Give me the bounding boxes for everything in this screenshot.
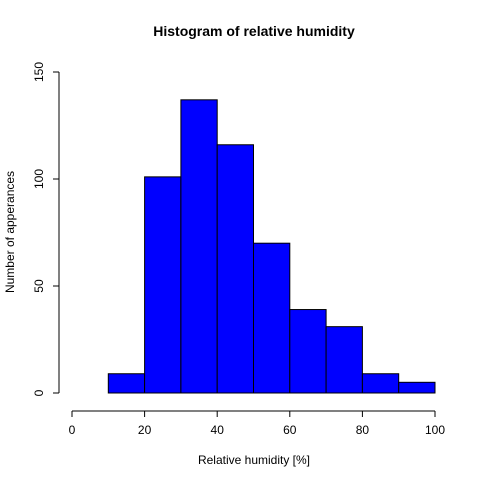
histogram-bar xyxy=(253,242,291,394)
x-tick-label: 20 xyxy=(138,423,152,437)
x-tick-label: 60 xyxy=(283,423,297,437)
histogram-bar xyxy=(180,99,218,394)
y-tick-label: 50 xyxy=(32,279,46,293)
histogram-bar xyxy=(289,309,327,394)
y-tick-label: 150 xyxy=(32,62,46,82)
y-axis-label: Number of apperances xyxy=(3,171,17,293)
histogram-bar xyxy=(216,144,254,394)
y-axis: 0 50 100 150 xyxy=(32,62,60,396)
x-tick-label: 0 xyxy=(69,423,76,437)
y-tick-label: 0 xyxy=(32,389,46,396)
x-tick-label: 80 xyxy=(356,423,370,437)
x-tick-label: 100 xyxy=(425,423,445,437)
chart-title: Histogram of relative humidity xyxy=(153,23,355,39)
x-axis-label: Relative humidity [%] xyxy=(198,453,310,467)
x-tick-label: 40 xyxy=(211,423,225,437)
y-tick-label: 100 xyxy=(32,169,46,189)
bars-group xyxy=(107,99,436,394)
histogram-bar xyxy=(107,373,146,394)
histogram-bar xyxy=(398,381,436,394)
x-axis: 0 20 40 60 80 100 xyxy=(69,410,445,437)
histogram-bar xyxy=(361,373,400,394)
histogram-bar xyxy=(144,176,182,394)
histogram-bar xyxy=(325,326,363,394)
